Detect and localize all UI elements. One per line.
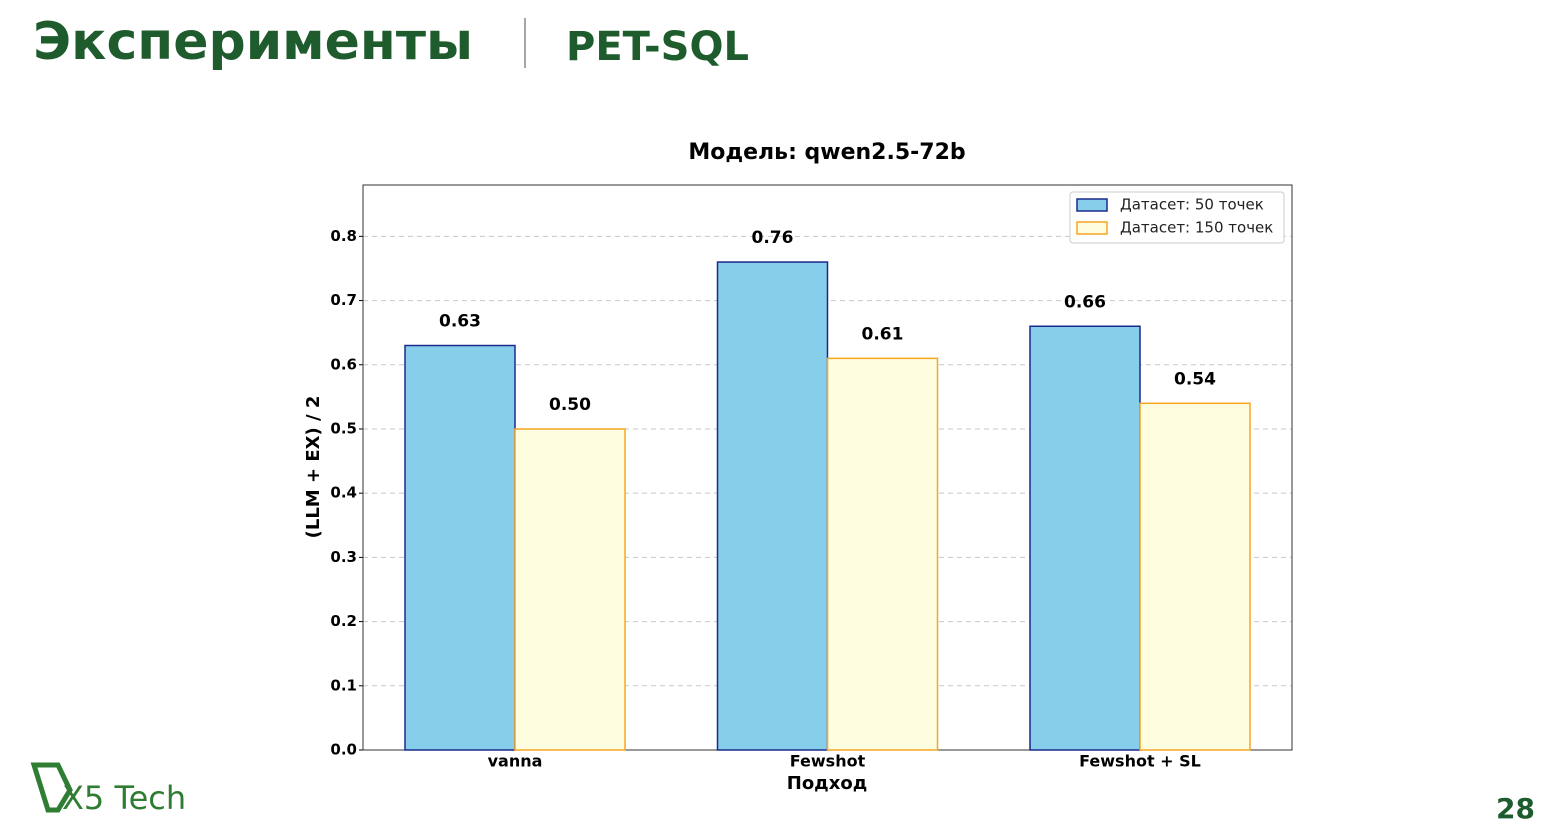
x-tick-label: vanna (488, 752, 543, 771)
slide-title: Эксперименты (33, 12, 473, 72)
y-axis-label: (LLM + EX) / 2 (303, 396, 324, 539)
chart-title: Модель: qwen2.5-72b (688, 140, 965, 165)
value-label: 0.61 (862, 324, 904, 344)
legend-label: Датасет: 150 точек (1120, 219, 1273, 237)
y-tick-label: 0.8 (330, 227, 357, 245)
y-tick-label: 0.5 (330, 419, 357, 437)
y-tick-label: 0.6 (330, 355, 357, 373)
value-label: 0.54 (1174, 369, 1216, 389)
legend-swatch (1076, 221, 1108, 235)
y-tick-label: 0.7 (330, 291, 357, 309)
y-tick-label: 0.0 (330, 741, 357, 759)
bar (514, 428, 626, 751)
bar (404, 344, 516, 751)
value-label: 0.63 (439, 312, 481, 332)
logo-icon (30, 762, 73, 813)
x-tick-label: Fewshot + SL (1079, 752, 1201, 771)
bar (716, 261, 829, 751)
page-number: 28 (1496, 792, 1535, 825)
y-tick-label: 0.2 (330, 612, 357, 630)
logo: X5 Tech (62, 779, 186, 817)
value-label: 0.66 (1064, 292, 1106, 312)
legend-box (1069, 191, 1285, 244)
bar (1139, 402, 1251, 751)
value-label: 0.76 (752, 228, 794, 248)
bar (826, 357, 939, 751)
y-tick-label: 0.4 (330, 484, 357, 502)
bar (1029, 325, 1141, 751)
legend-swatch (1076, 198, 1108, 212)
y-tick-label: 0.3 (330, 548, 357, 566)
legend-label: Датасет: 50 точек (1120, 196, 1264, 214)
y-tick-label: 0.1 (330, 676, 357, 694)
x-tick-label: Fewshot (790, 752, 866, 771)
slide-subtitle: PET-SQL (566, 24, 749, 70)
value-label: 0.50 (549, 395, 591, 415)
x-axis-label: Подход (787, 773, 867, 794)
